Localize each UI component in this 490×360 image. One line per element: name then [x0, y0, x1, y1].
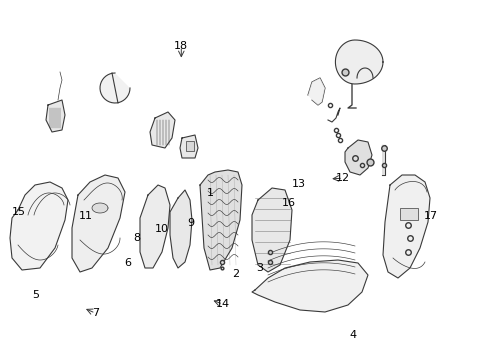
Text: 7: 7 — [92, 308, 99, 318]
Polygon shape — [46, 100, 65, 132]
Polygon shape — [140, 185, 170, 268]
Text: 4: 4 — [349, 330, 356, 340]
Text: 10: 10 — [155, 224, 169, 234]
Text: 17: 17 — [424, 211, 438, 221]
Polygon shape — [345, 140, 372, 175]
Polygon shape — [200, 170, 242, 270]
Polygon shape — [100, 73, 130, 103]
Text: 3: 3 — [256, 263, 263, 273]
Text: 5: 5 — [32, 290, 39, 300]
Polygon shape — [382, 145, 385, 175]
Polygon shape — [150, 112, 175, 148]
Polygon shape — [92, 203, 108, 213]
Polygon shape — [72, 175, 125, 272]
Polygon shape — [180, 135, 198, 158]
Text: 11: 11 — [79, 211, 93, 221]
Polygon shape — [10, 182, 68, 270]
Polygon shape — [383, 175, 430, 278]
Text: 9: 9 — [188, 218, 195, 228]
Text: 18: 18 — [174, 41, 188, 51]
Text: 12: 12 — [336, 173, 350, 183]
Text: 8: 8 — [134, 233, 141, 243]
Polygon shape — [252, 188, 292, 272]
Text: 16: 16 — [282, 198, 296, 208]
Polygon shape — [170, 190, 192, 268]
Text: 15: 15 — [12, 207, 25, 217]
Text: 13: 13 — [292, 179, 306, 189]
Text: 14: 14 — [216, 299, 230, 309]
Polygon shape — [308, 78, 325, 105]
Text: 6: 6 — [124, 258, 131, 268]
Text: 1: 1 — [207, 188, 214, 198]
FancyBboxPatch shape — [400, 208, 418, 220]
Bar — [186, 141, 194, 151]
Polygon shape — [252, 260, 368, 312]
Polygon shape — [336, 40, 383, 84]
Text: 2: 2 — [232, 269, 239, 279]
